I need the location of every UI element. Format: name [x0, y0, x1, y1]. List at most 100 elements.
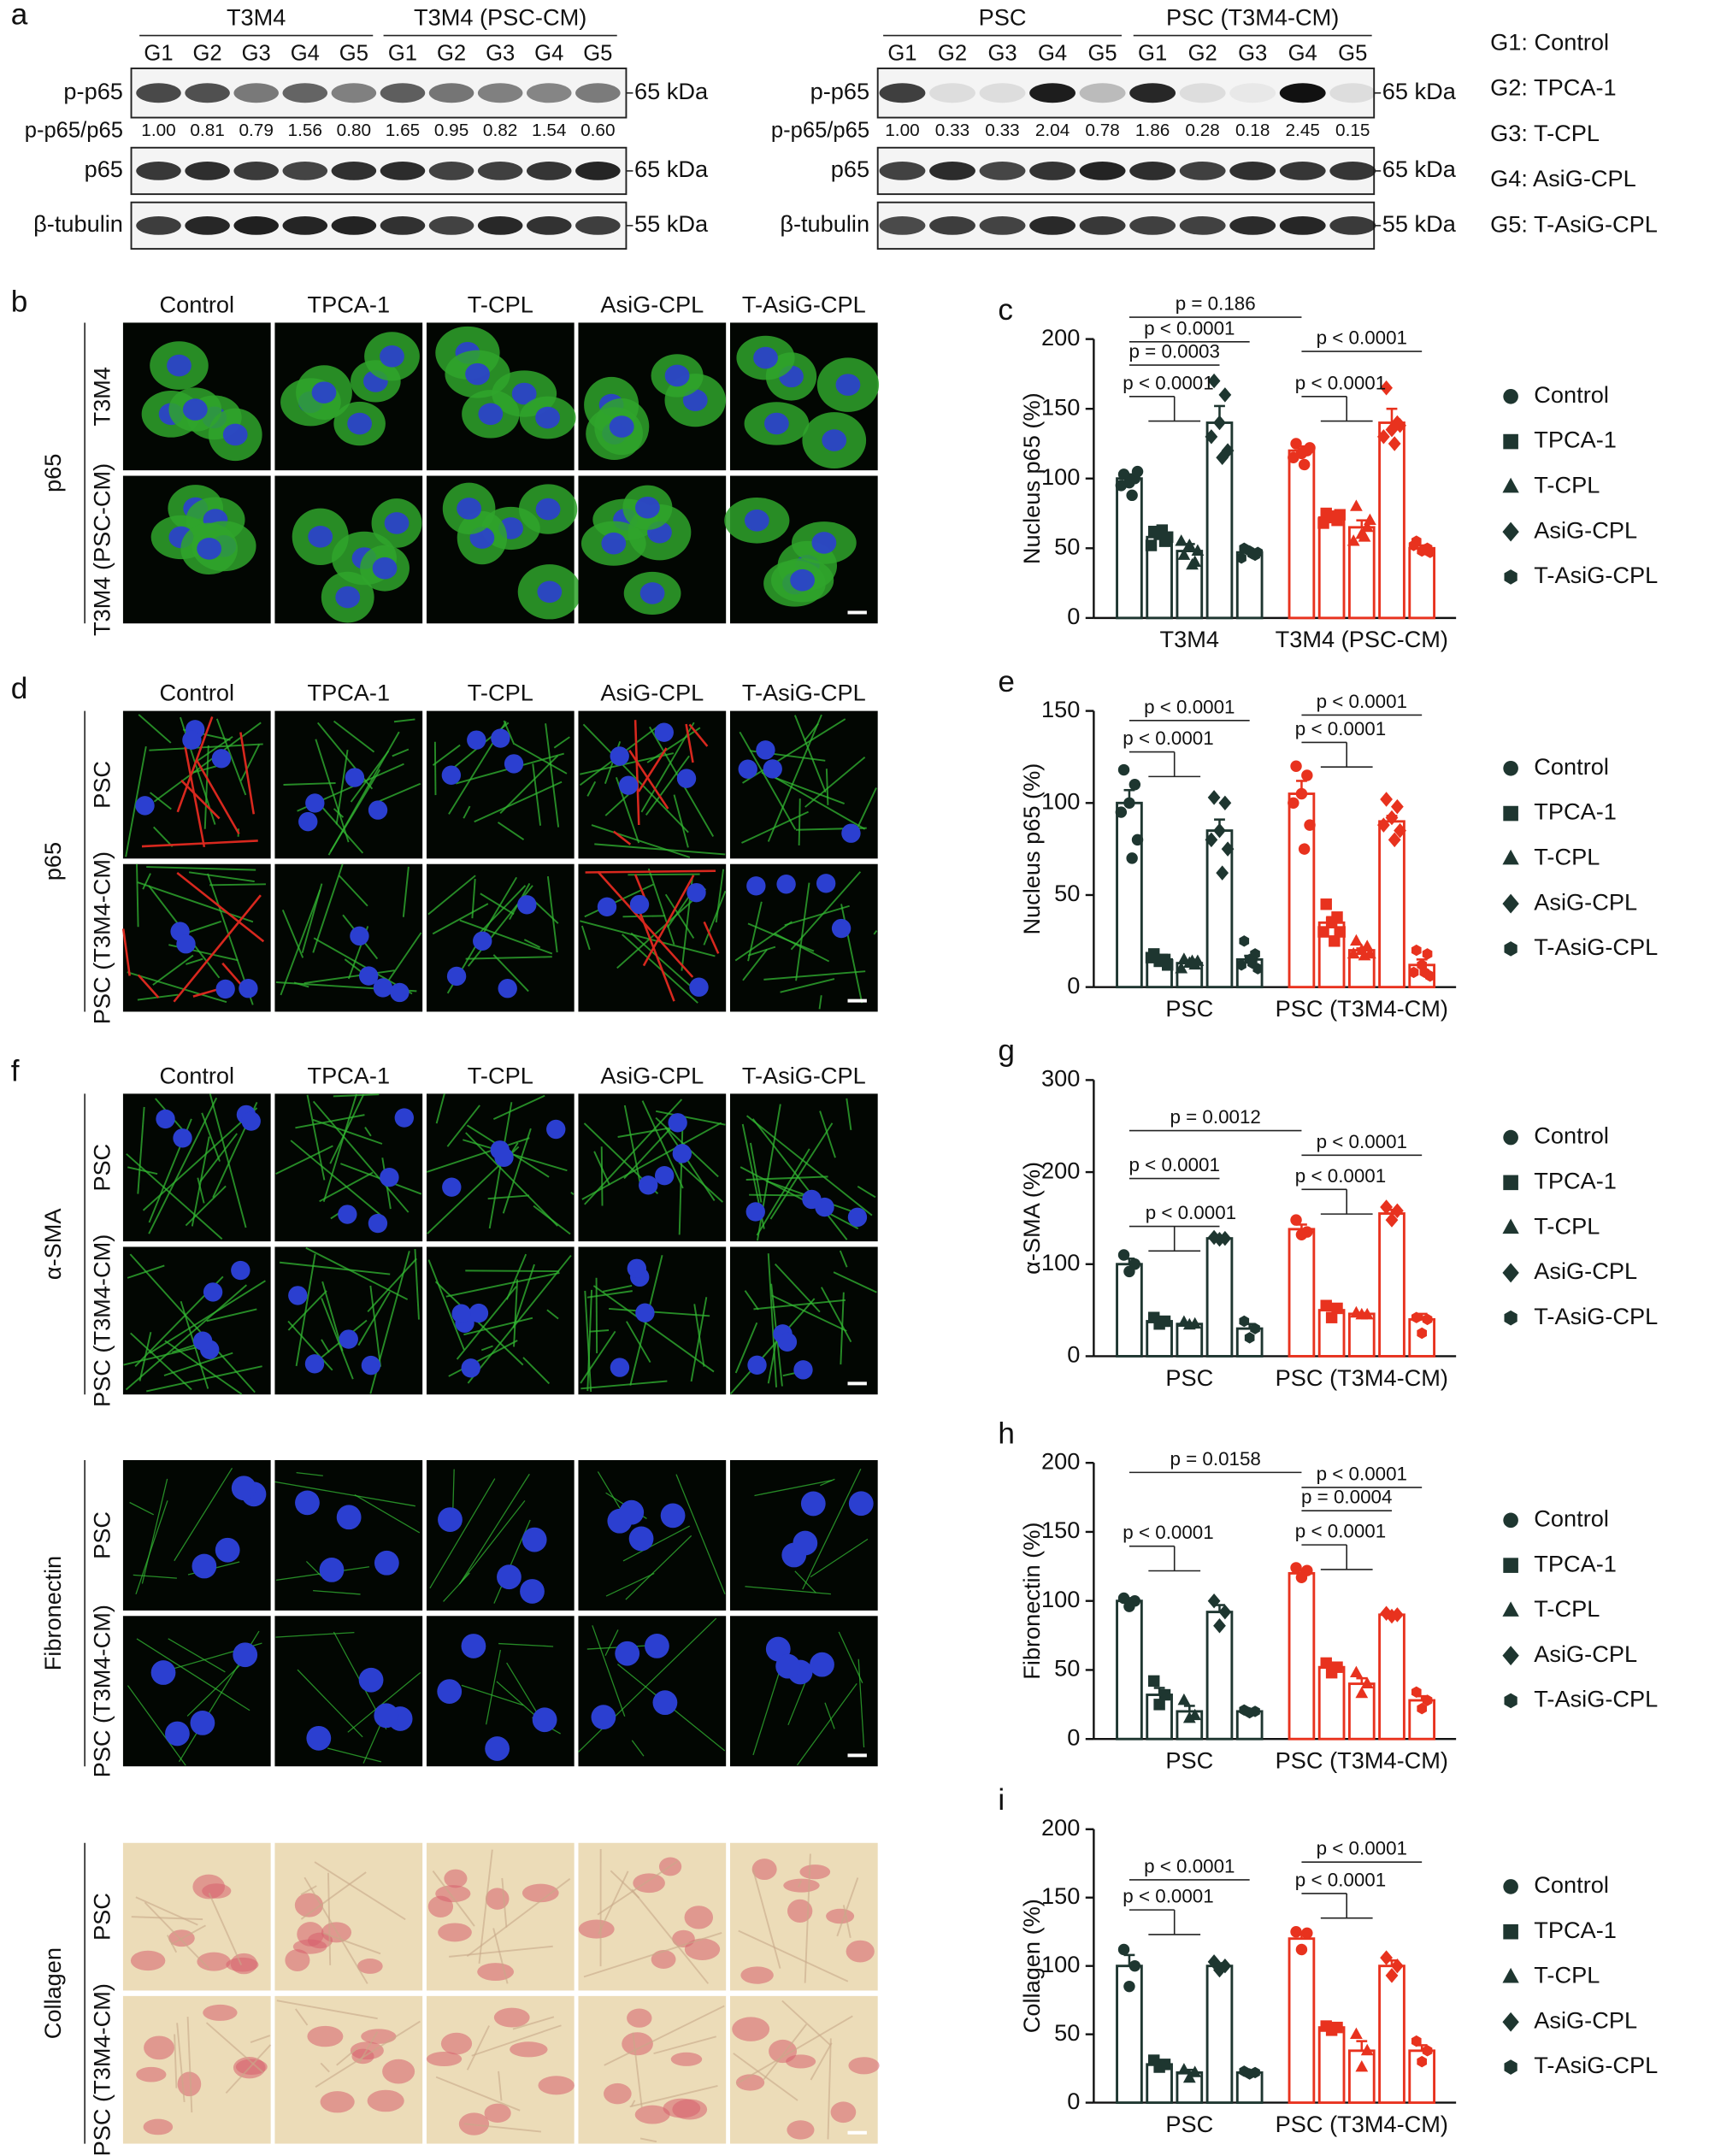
bar — [1378, 1965, 1406, 2105]
fiber — [131, 1916, 203, 1921]
lane-label: G4 — [291, 42, 320, 66]
nucleus — [380, 1167, 399, 1187]
fiber — [402, 866, 410, 917]
nucleus — [457, 498, 481, 520]
point — [1182, 1711, 1196, 1723]
point — [1390, 798, 1404, 815]
fiber — [810, 2042, 833, 2081]
band — [185, 83, 230, 103]
point — [1213, 415, 1226, 431]
bar — [1116, 1263, 1143, 1358]
point — [1216, 865, 1229, 881]
nucleus — [182, 730, 202, 750]
y-tick-label: 100 — [1041, 787, 1080, 814]
fiber — [133, 1574, 177, 1579]
nucleus — [368, 800, 388, 820]
fiber — [580, 925, 591, 951]
fiber — [522, 1357, 551, 1385]
column-header: TPCA-1 — [307, 1062, 390, 1088]
nucleus — [473, 931, 492, 951]
fiber — [448, 1340, 518, 1377]
stain — [670, 2052, 703, 2066]
fiber — [631, 1888, 710, 1984]
point — [1153, 2061, 1165, 2073]
fiber — [315, 2020, 421, 2088]
stain — [357, 1959, 383, 1974]
fiber-red — [195, 758, 240, 835]
legend-marker — [1502, 477, 1519, 493]
point — [1218, 795, 1232, 811]
y-tick-label: 50 — [1054, 880, 1080, 906]
stain — [510, 2041, 548, 2058]
fiber — [429, 1478, 496, 1589]
x-tick-label: PSC — [1165, 1364, 1213, 1391]
fiber-red — [685, 723, 694, 763]
fiber — [478, 1849, 493, 1965]
stain — [735, 2074, 765, 2091]
legend-marker — [1504, 2059, 1517, 2075]
stain-label: p65 — [39, 454, 66, 492]
point — [1325, 2024, 1338, 2036]
fiber — [203, 745, 209, 829]
fiber — [176, 2023, 186, 2102]
fiber — [873, 929, 878, 935]
fiber — [466, 1877, 571, 1958]
fiber — [756, 1148, 810, 1236]
nucleus — [241, 1111, 261, 1131]
lane-label: G5 — [1088, 42, 1117, 66]
stain-label: Fibronectin — [39, 1556, 66, 1670]
fiber — [297, 1669, 363, 1738]
fiber — [796, 1682, 857, 1766]
column-header: T-CPL — [468, 1062, 533, 1088]
fiber — [639, 2137, 657, 2143]
fiber — [595, 1277, 598, 1354]
lane-label: G3 — [1238, 42, 1267, 66]
p-value: p < 0.0001 — [1123, 1522, 1213, 1543]
point — [1390, 1607, 1404, 1623]
fiber — [604, 2005, 725, 2066]
fiber — [294, 2008, 309, 2026]
nucleus — [790, 568, 815, 592]
legend-marker — [1504, 1310, 1517, 1326]
point — [1350, 934, 1363, 946]
fiber — [641, 1100, 684, 1189]
row-label: PSC (T3M4-CM) — [89, 1605, 115, 1777]
nucleus — [511, 382, 537, 405]
lane-label: G5 — [583, 42, 612, 66]
point — [1115, 480, 1128, 492]
band — [1179, 162, 1226, 180]
point — [1422, 2045, 1433, 2057]
fiber — [333, 720, 375, 753]
size-marker: 55 kDa — [634, 210, 709, 237]
fiber — [465, 1132, 558, 1227]
legend-label: T-CPL — [1534, 1962, 1600, 1988]
p-value: p < 0.0001 — [1295, 372, 1386, 393]
fiber — [347, 1672, 421, 1733]
fiber — [306, 1094, 326, 1181]
y-tick-label: 200 — [1041, 1157, 1080, 1183]
band — [380, 162, 426, 180]
fiber — [640, 722, 695, 813]
nucleus — [591, 1705, 616, 1730]
fiber — [435, 2076, 521, 2112]
legend-label: Control — [1534, 753, 1609, 780]
point — [1325, 1666, 1338, 1679]
stain — [294, 1893, 323, 1917]
fiber — [281, 909, 304, 958]
fiber — [678, 1162, 723, 1203]
legend-label: TPCA-1 — [1534, 798, 1617, 825]
point — [1156, 524, 1169, 536]
column-header: T-AsiG-CPL — [742, 680, 866, 706]
point — [1236, 552, 1246, 564]
p-value: p < 0.0001 — [1317, 327, 1407, 349]
point — [1417, 2055, 1427, 2068]
point — [1411, 1686, 1422, 1699]
fiber — [208, 1892, 243, 1965]
point — [1360, 520, 1374, 533]
point — [1417, 1702, 1427, 1715]
point — [1126, 489, 1138, 502]
stain — [197, 1952, 231, 1971]
fiber — [327, 731, 400, 856]
nucleus — [345, 768, 365, 787]
nucleus — [744, 510, 769, 532]
